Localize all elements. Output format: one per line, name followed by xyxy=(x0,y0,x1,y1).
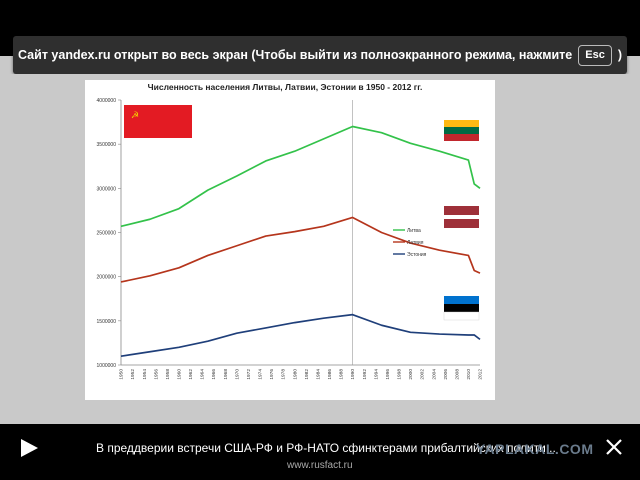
x-tick-label: 1998 xyxy=(397,369,403,380)
series-line xyxy=(120,313,481,358)
x-tick-label: 1968 xyxy=(223,369,229,380)
chart-axes: 1000000 1500000 2000000 2500000 3000000 35000… xyxy=(97,98,484,380)
x-tick-label: 2002 xyxy=(420,369,426,380)
x-tick-label: 2012 xyxy=(478,369,484,380)
close-icon[interactable] xyxy=(604,437,624,457)
ussr-flag: ☭ xyxy=(124,105,192,138)
play-icon[interactable] xyxy=(18,437,40,459)
x-tick-label: 1962 xyxy=(188,369,194,380)
x-tick-label: 2004 xyxy=(431,369,437,380)
lithuania-flag xyxy=(444,120,479,141)
x-tick-label: 1966 xyxy=(211,369,217,380)
chart-title: Численность населения Литвы, Латвии, Эст… xyxy=(148,82,423,92)
x-tick-label: 1970 xyxy=(234,369,240,380)
watermark: YAPLAKAL.COM xyxy=(476,441,594,457)
hammer-sickle-icon: ☭ xyxy=(131,111,139,121)
y-tick-label: 1500000 xyxy=(97,319,117,325)
legend-label: Латвия xyxy=(407,240,424,246)
x-tick-label: 1996 xyxy=(385,369,391,380)
flag-stripe xyxy=(444,304,479,312)
fullscreen-notice: Сайт yandex.ru открыт во весь экран (Что… xyxy=(13,36,627,74)
chart-legend: Литва Латвия Эстония xyxy=(393,228,427,258)
bottom-bar xyxy=(0,424,640,480)
y-tick-label: 2500000 xyxy=(97,231,117,237)
flag-stripe xyxy=(444,120,479,127)
x-tick-label: 2010 xyxy=(466,369,472,380)
ussr-flag-field xyxy=(124,105,192,138)
x-tick-label: 1974 xyxy=(258,369,264,380)
estonia-flag xyxy=(443,296,480,321)
x-tick-label: 2000 xyxy=(408,369,414,380)
chart-series xyxy=(120,125,481,358)
chart-image: Численность населения Литвы, Латвии, Эст… xyxy=(85,80,495,400)
x-tick-label: 1964 xyxy=(200,369,206,380)
y-tick-label: 1000000 xyxy=(97,363,117,369)
y-tick-label: 2000000 xyxy=(97,275,117,281)
x-tick-label: 1960 xyxy=(177,369,183,380)
flag-stripe xyxy=(444,215,479,219)
x-tick-label: 2006 xyxy=(443,369,449,380)
x-tick-label: 1978 xyxy=(281,369,287,380)
fullscreen-notice-text: Сайт yandex.ru открыт во весь экран (Что… xyxy=(18,48,573,62)
y-tick-label: 3000000 xyxy=(97,186,117,192)
x-tick-label: 1994 xyxy=(373,369,379,380)
x-tick-label: 1984 xyxy=(315,369,321,380)
esc-key[interactable]: Esc xyxy=(578,44,612,66)
x-tick-label: 1954 xyxy=(142,369,148,380)
flag-stripe xyxy=(443,311,480,321)
x-tick-label: 1956 xyxy=(153,369,159,380)
x-tick-label: 2008 xyxy=(454,369,460,380)
series-line xyxy=(120,216,481,283)
flag-stripe xyxy=(444,206,479,215)
legend-label: Литва xyxy=(407,228,421,234)
flag-stripe xyxy=(444,296,479,304)
video-caption[interactable]: В преддверии встречи США-РФ и РФ-НАТО сф… xyxy=(96,441,556,455)
y-tick-label: 4000000 xyxy=(97,98,117,104)
x-tick-label: 1958 xyxy=(165,369,171,380)
latvia-flag xyxy=(444,206,479,228)
flag-stripe xyxy=(444,127,479,134)
flag-stripe xyxy=(444,134,479,141)
x-tick-label: 1976 xyxy=(269,369,275,380)
video-source[interactable]: www.rusfact.ru xyxy=(287,460,353,471)
fullscreen-notice-suffix: ) xyxy=(617,48,622,62)
x-tick-label: 1988 xyxy=(339,369,345,380)
x-tick-label: 1986 xyxy=(327,369,333,380)
x-tick-label: 1992 xyxy=(362,369,368,380)
x-tick-label: 1950 xyxy=(119,369,125,380)
series-line xyxy=(120,125,481,228)
x-tick-label: 1972 xyxy=(246,369,252,380)
y-tick-label: 3500000 xyxy=(97,142,117,148)
x-tick-label: 1982 xyxy=(304,369,310,380)
flag-stripe xyxy=(444,219,479,228)
chart-flags: ☭ xyxy=(124,105,480,321)
legend-label: Эстония xyxy=(407,252,427,258)
x-tick-label: 1980 xyxy=(292,369,298,380)
x-tick-label: 1952 xyxy=(130,369,136,380)
x-tick-label: 1990 xyxy=(350,369,356,380)
population-chart: Численность населения Литвы, Латвии, Эст… xyxy=(97,82,484,380)
